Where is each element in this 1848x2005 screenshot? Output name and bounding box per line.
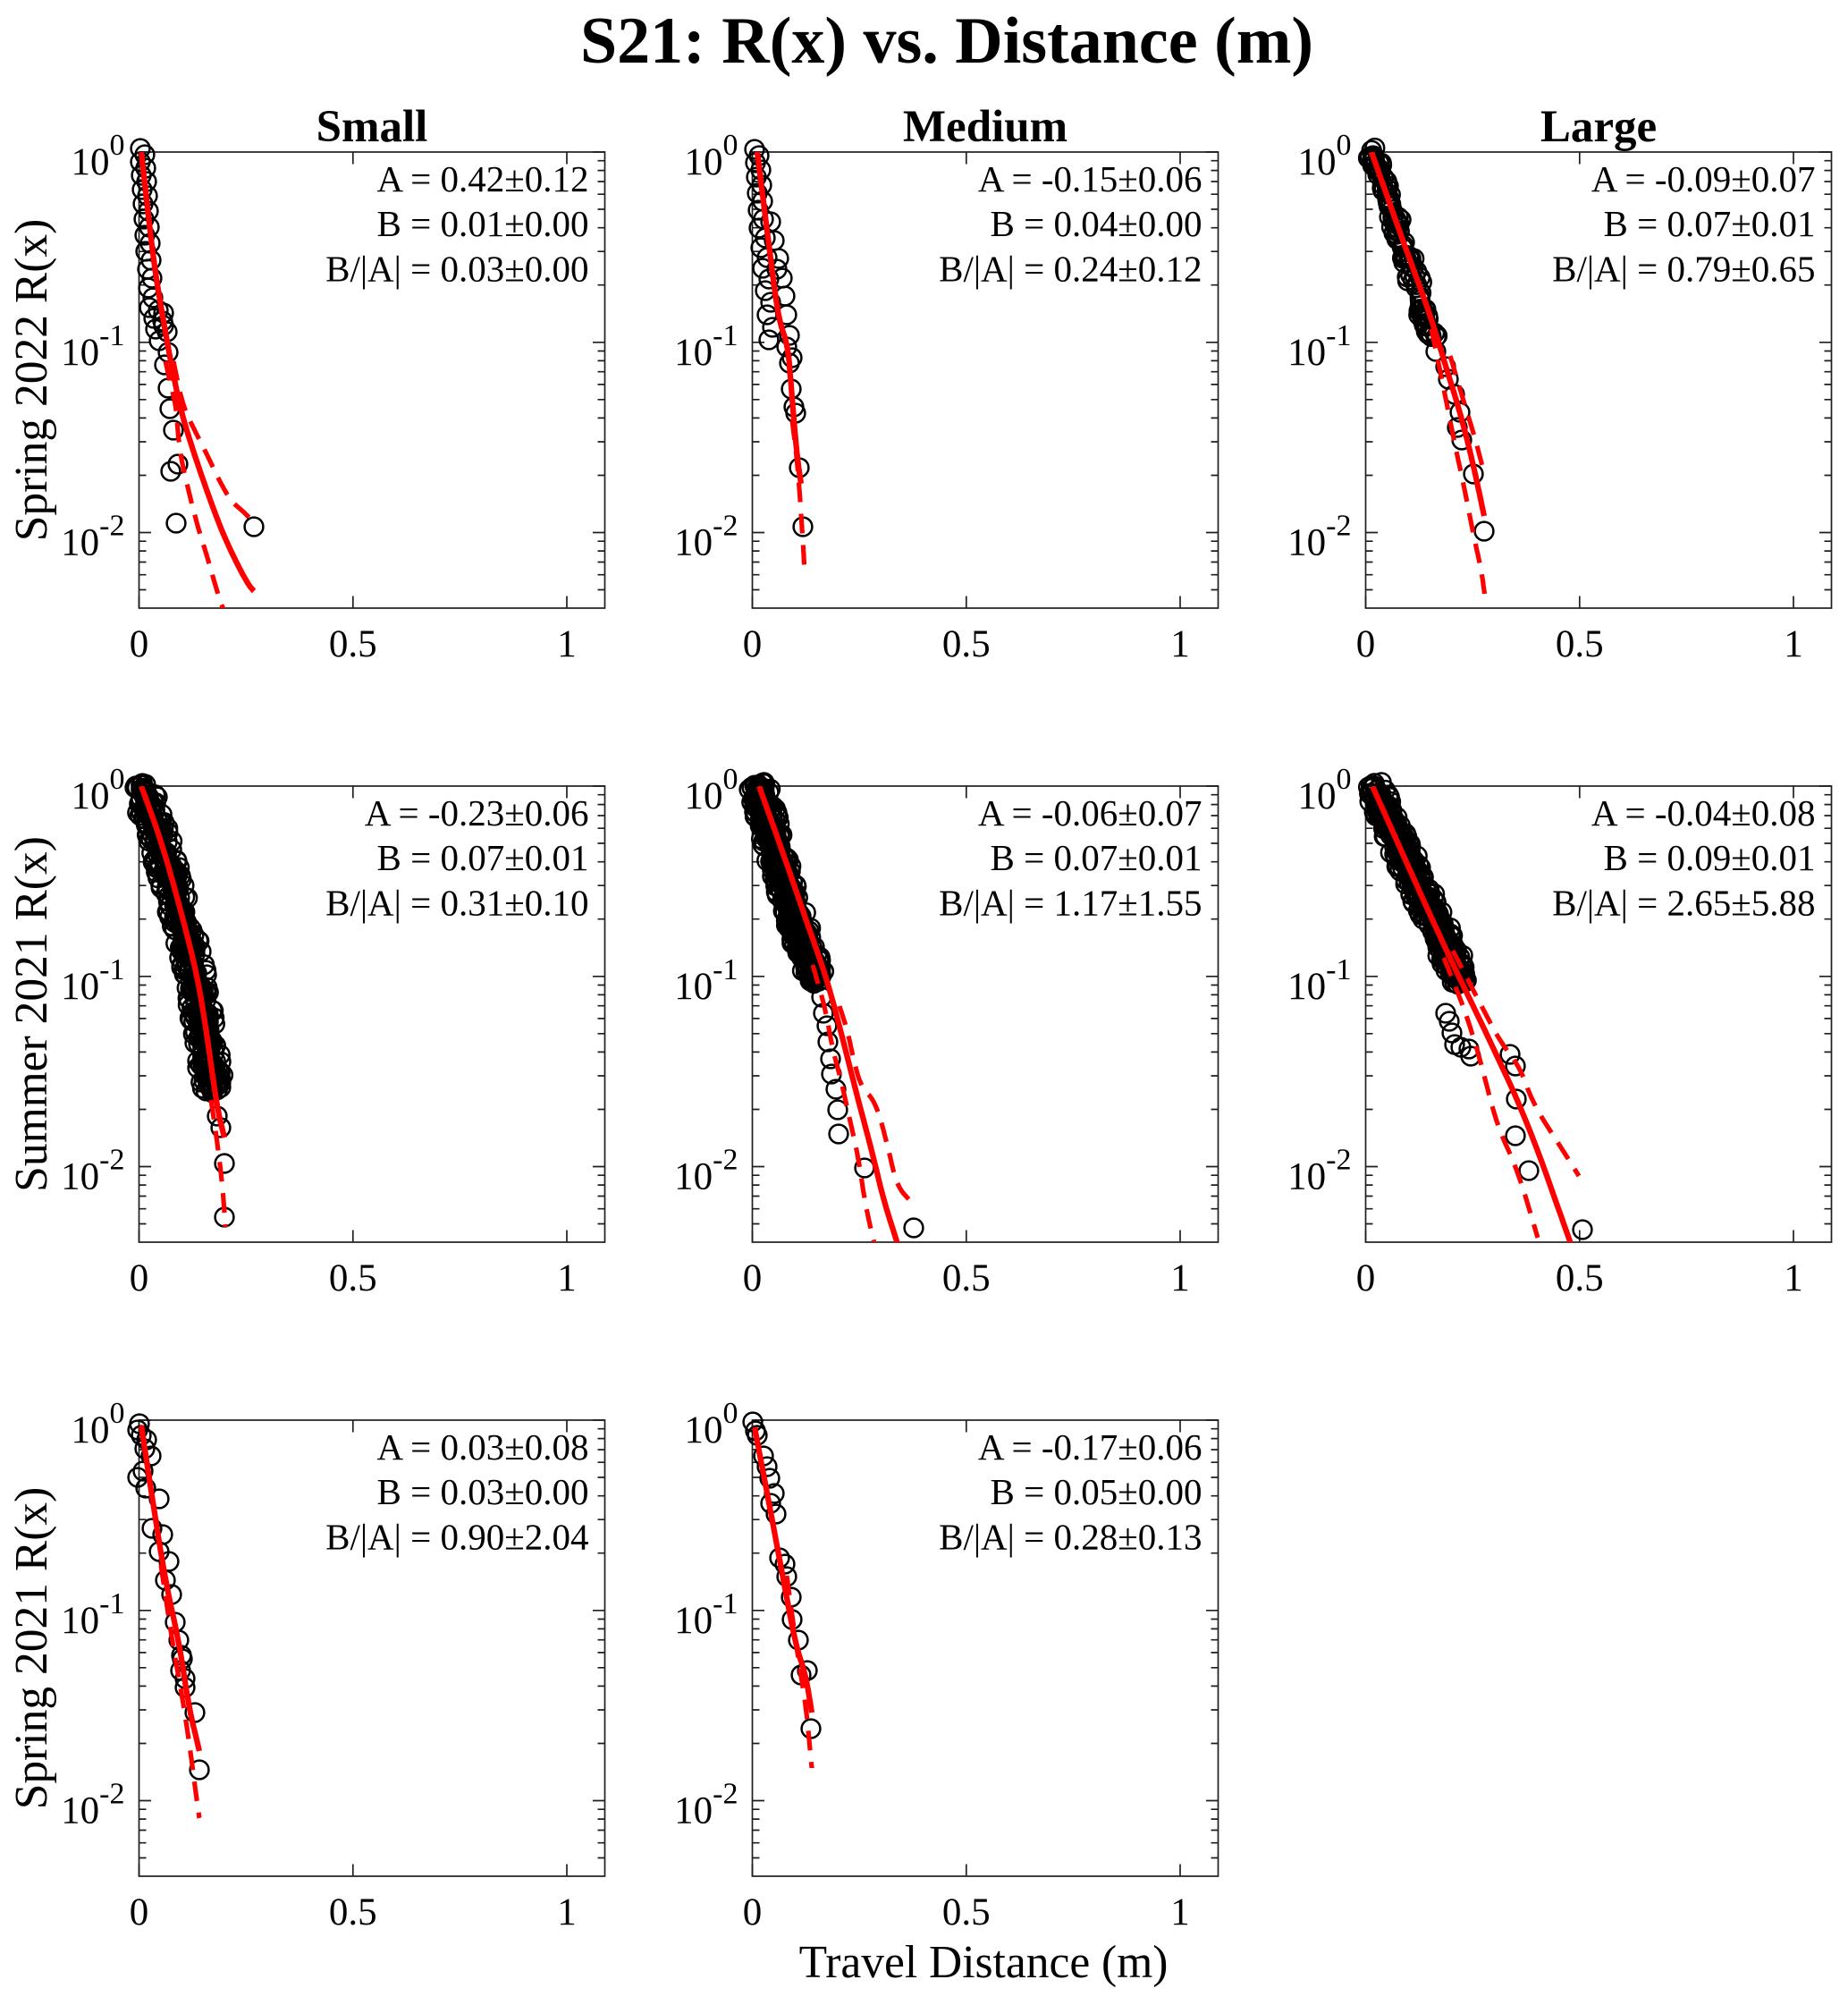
- svg-text:0.5: 0.5: [942, 1257, 991, 1299]
- svg-text:B = 0.07±0.01: B = 0.07±0.01: [1604, 203, 1816, 244]
- svg-text:B/|A| = 0.24±0.12: B/|A| = 0.24±0.12: [939, 248, 1202, 289]
- svg-text:B = 0.05±0.00: B = 0.05±0.00: [991, 1471, 1202, 1512]
- svg-text:B = 0.01±0.00: B = 0.01±0.00: [377, 203, 589, 244]
- svg-text:B/|A| = 0.79±0.65: B/|A| = 0.79±0.65: [1552, 248, 1815, 289]
- svg-text:B/|A| = 0.03±0.00: B/|A| = 0.03±0.00: [325, 248, 588, 289]
- svg-text:0: 0: [130, 1257, 149, 1299]
- svg-text:1: 1: [1784, 1257, 1803, 1299]
- svg-text:0.5: 0.5: [329, 623, 377, 665]
- svg-text:B/|A| = 1.17±1.55: B/|A| = 1.17±1.55: [939, 882, 1202, 923]
- svg-text:0: 0: [130, 1891, 149, 1933]
- svg-text:0.5: 0.5: [942, 1891, 991, 1933]
- svg-text:0.5: 0.5: [329, 1891, 377, 1933]
- svg-text:0.5: 0.5: [942, 623, 991, 665]
- svg-text:Spring 2022 R(x): Spring 2022 R(x): [6, 219, 57, 542]
- svg-text:1: 1: [1784, 623, 1803, 665]
- svg-text:Spring 2021 R(x): Spring 2021 R(x): [6, 1487, 57, 1810]
- svg-text:0: 0: [130, 623, 149, 665]
- svg-text:S21: R(x) vs. Distance (m): S21: R(x) vs. Distance (m): [580, 4, 1313, 78]
- svg-text:1: 1: [1170, 1257, 1190, 1299]
- svg-text:A = -0.17±0.06: A = -0.17±0.06: [978, 1426, 1202, 1468]
- svg-text:Small: Small: [316, 102, 428, 152]
- svg-text:A = -0.23±0.06: A = -0.23±0.06: [365, 792, 589, 833]
- svg-text:B = 0.07±0.01: B = 0.07±0.01: [377, 837, 589, 878]
- svg-text:Travel Distance (m): Travel Distance (m): [799, 1937, 1169, 1988]
- svg-text:0.5: 0.5: [1556, 623, 1604, 665]
- svg-text:A = 0.42±0.12: A = 0.42±0.12: [377, 158, 589, 199]
- svg-text:A = -0.09±0.07: A = -0.09±0.07: [1591, 158, 1816, 199]
- svg-text:A = -0.04±0.08: A = -0.04±0.08: [1591, 792, 1816, 833]
- svg-text:B/|A| = 0.31±0.10: B/|A| = 0.31±0.10: [325, 882, 588, 923]
- svg-text:1: 1: [1170, 623, 1190, 665]
- svg-text:0.5: 0.5: [329, 1257, 377, 1299]
- svg-text:B/|A| = 0.28±0.13: B/|A| = 0.28±0.13: [939, 1516, 1202, 1557]
- svg-text:0: 0: [1356, 623, 1376, 665]
- svg-text:0: 0: [743, 1257, 763, 1299]
- svg-text:B = 0.09±0.01: B = 0.09±0.01: [1604, 837, 1816, 878]
- svg-text:A = -0.15±0.06: A = -0.15±0.06: [978, 158, 1202, 199]
- svg-text:B = 0.07±0.01: B = 0.07±0.01: [991, 837, 1202, 878]
- svg-text:1: 1: [557, 623, 577, 665]
- svg-text:0: 0: [743, 1891, 763, 1933]
- svg-text:A = -0.06±0.07: A = -0.06±0.07: [978, 792, 1202, 833]
- svg-text:B/|A| = 2.65±5.88: B/|A| = 2.65±5.88: [1552, 882, 1815, 923]
- svg-text:1: 1: [557, 1257, 577, 1299]
- svg-text:0: 0: [1356, 1257, 1376, 1299]
- svg-text:Medium: Medium: [903, 102, 1067, 152]
- svg-text:1: 1: [557, 1891, 577, 1933]
- svg-text:B = 0.04±0.00: B = 0.04±0.00: [991, 203, 1202, 244]
- svg-text:0: 0: [743, 623, 763, 665]
- svg-text:1: 1: [1170, 1891, 1190, 1933]
- svg-text:Summer 2021 R(x): Summer 2021 R(x): [6, 836, 57, 1192]
- svg-text:A = 0.03±0.08: A = 0.03±0.08: [377, 1426, 589, 1468]
- svg-text:0.5: 0.5: [1556, 1257, 1604, 1299]
- svg-text:B = 0.03±0.00: B = 0.03±0.00: [377, 1471, 589, 1512]
- svg-text:Large: Large: [1540, 102, 1657, 152]
- svg-text:B/|A| = 0.90±2.04: B/|A| = 0.90±2.04: [325, 1516, 588, 1557]
